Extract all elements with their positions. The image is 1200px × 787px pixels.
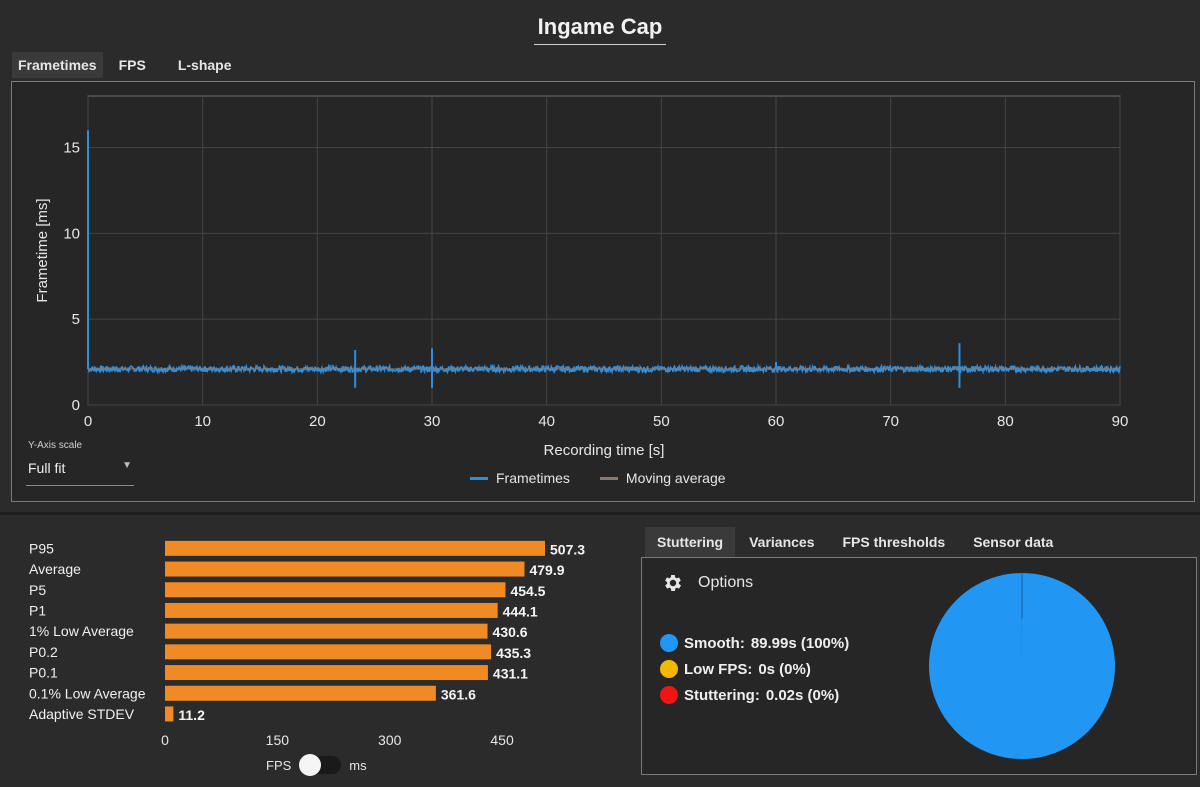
stutter-stat-list: Smooth: 89.99s (100%) Low FPS: 0s (0%) S…: [660, 630, 849, 708]
y-tick-label: 15: [63, 140, 80, 157]
stat-stuttering-label: Stuttering:: [684, 686, 760, 704]
stat-stuttering-value: 0.02s (0%): [765, 686, 840, 704]
stat-low-fps-value: 0s (0%): [758, 660, 811, 678]
tab-stuttering[interactable]: Stuttering: [645, 527, 736, 557]
x-tick-label: 10: [194, 413, 211, 430]
y-tick-label: 5: [72, 311, 80, 328]
bar-value-label: 454.5: [510, 583, 545, 599]
y-axis-scale-label: Y-Axis scale: [28, 440, 83, 451]
unit-toggle: FPS ms: [266, 754, 367, 776]
toggle-knob: [299, 754, 322, 776]
stat-smooth-value: 89.99s (100%): [750, 634, 850, 652]
x-tick-label: 0: [84, 413, 92, 430]
options-button[interactable]: Options: [662, 572, 753, 594]
stat-low-fps-label: Low FPS:: [684, 660, 753, 678]
stat-smooth: Smooth: 89.99s (100%): [660, 630, 849, 656]
y-axis-label: Frametime [ms]: [34, 198, 51, 302]
low-fps-dot: [660, 660, 678, 678]
y-tick-label: 0: [72, 397, 80, 414]
bar-category-label: P0.2: [29, 644, 58, 660]
tab-l-shape[interactable]: L-shape: [177, 57, 232, 73]
bar-category-label: P1: [29, 602, 46, 618]
legend-swatch-moving-average: [599, 476, 618, 480]
legend-label-moving-average: Moving average: [625, 470, 726, 486]
legend-swatch-frametimes: [470, 476, 488, 480]
x-tick-label: 60: [768, 413, 785, 430]
bar-category-label: P0.1: [29, 665, 58, 681]
metric-bar: [165, 540, 545, 556]
legend-label-frametimes: Frametimes: [496, 470, 570, 486]
bar-value-label: 11.2: [178, 707, 205, 723]
fps-ms-toggle[interactable]: [299, 754, 342, 776]
bar-x-tick-label: 0: [161, 732, 169, 748]
toggle-label-fps: FPS: [266, 757, 292, 773]
stat-stuttering: Stuttering: 0.02s (0%): [660, 682, 849, 708]
metric-bar: [165, 623, 488, 639]
frametime-chart: 0 10 20 30 40 50 60 70 80 90 0 5 10 15 Recording time …: [34, 95, 1129, 459]
y-axis-scale-value: Full fit: [28, 460, 66, 476]
bar-category-label: P95: [29, 540, 54, 556]
analysis-tabs: Stuttering Variances FPS thresholds Sens…: [645, 527, 1067, 557]
tab-sensor-data[interactable]: Sensor data: [973, 534, 1054, 550]
x-tick-label: 20: [309, 413, 326, 430]
x-tick-label: 90: [1112, 413, 1129, 430]
tab-variances[interactable]: Variances: [749, 534, 815, 550]
bar-value-label: 479.9: [529, 562, 564, 578]
bar-value-label: 444.1: [503, 603, 538, 619]
stuttering-dot: [660, 686, 678, 704]
metrics-bar-chart: P95 507.3 Average 479.9 P5 454.5 P1 444.1 1% Low…: [29, 540, 585, 748]
metric-bar: [165, 665, 488, 681]
bar-category-label: 1% Low Average: [29, 623, 134, 639]
chart-legend: Frametimes Moving average: [470, 470, 726, 486]
smooth-dot: [660, 634, 678, 652]
chevron-down-icon: ▼: [122, 460, 132, 471]
bar-value-label: 361.6: [441, 686, 476, 702]
chart-tabs: Frametimes FPS L-shape: [12, 52, 248, 78]
y-tick-label: 10: [63, 225, 80, 242]
bar-x-tick-label: 150: [266, 732, 290, 748]
plot-area: [87, 95, 1121, 406]
x-tick-label: 50: [653, 413, 670, 430]
bar-category-label: P5: [29, 582, 46, 598]
bar-category-label: Average: [29, 561, 81, 577]
metrics-panel: P95 507.3 Average 479.9 P5 454.5 P1 444.1 1% Low…: [0, 518, 620, 787]
bar-value-label: 507.3: [550, 541, 585, 557]
stat-low-fps: Low FPS: 0s (0%): [660, 656, 849, 682]
bar-x-tick-label: 450: [490, 732, 514, 748]
toggle-label-ms: ms: [349, 757, 367, 773]
section-divider: [0, 512, 1200, 515]
page-title: Ingame Cap: [0, 14, 1200, 45]
x-tick-label: 70: [882, 413, 899, 430]
stat-smooth-label: Smooth:: [684, 634, 745, 652]
metric-bar: [165, 561, 525, 577]
metric-bar: [165, 706, 174, 722]
bar-x-tick-label: 300: [378, 732, 402, 748]
gear-icon: [665, 575, 681, 591]
stuttering-panel: Options Smooth: 89.99s (100%) Low FPS: 0…: [641, 557, 1197, 775]
y-axis-scale-select[interactable]: Full fit ▼: [26, 458, 134, 486]
metric-bar: [165, 582, 506, 598]
metric-bar: [165, 644, 492, 660]
options-label: Options: [698, 574, 754, 591]
bar-value-label: 431.1: [493, 666, 528, 682]
bar-value-label: 435.3: [496, 645, 531, 661]
tab-fps-thresholds[interactable]: FPS thresholds: [842, 534, 946, 550]
legend-moving-average[interactable]: Moving average: [599, 470, 726, 486]
tab-fps[interactable]: FPS: [118, 57, 146, 73]
tab-frametimes[interactable]: Frametimes: [12, 52, 103, 78]
bar-value-label: 430.6: [493, 624, 528, 640]
x-axis-label: Recording time [s]: [544, 442, 665, 459]
x-tick-label: 30: [424, 413, 441, 430]
x-tick-label: 80: [997, 413, 1014, 430]
legend-frametimes[interactable]: Frametimes: [470, 470, 570, 486]
bar-category-label: Adaptive STDEV: [29, 706, 135, 722]
metric-bar: [165, 685, 436, 701]
x-tick-label: 40: [538, 413, 555, 430]
metric-bar: [165, 602, 498, 618]
stuttering-pie-chart: [928, 573, 1115, 759]
bar-category-label: 0.1% Low Average: [29, 685, 146, 701]
pie-slice-smooth: [928, 573, 1115, 759]
frametimes-series-line: [87, 363, 1121, 375]
